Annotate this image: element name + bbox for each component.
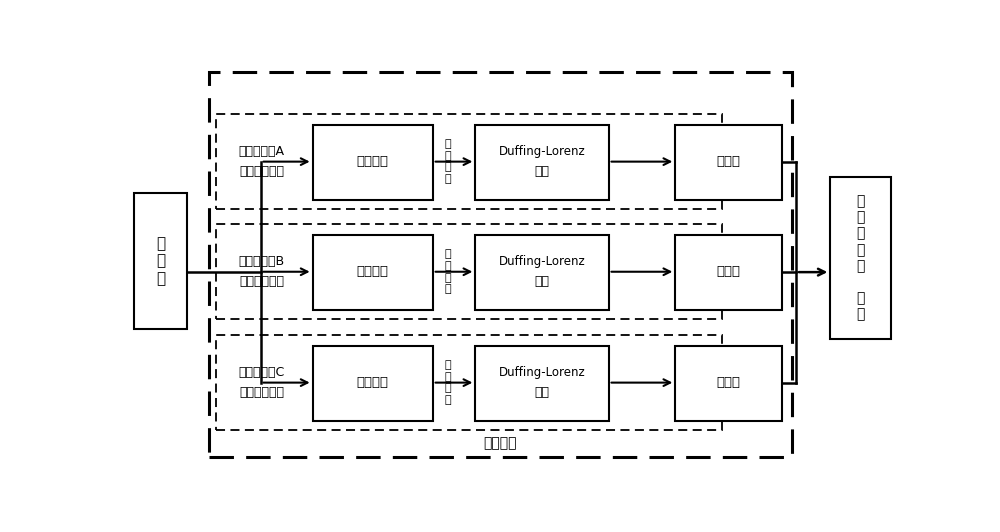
Text: Duffing-Lorenz: Duffing-Lorenz [499, 255, 585, 268]
Text: 自相关器: 自相关器 [357, 155, 389, 168]
Text: 计
算
机
计
算
 
定
位: 计 算 机 计 算 定 位 [856, 194, 865, 321]
Text: 抑
制
噪
声: 抑 制 噪 声 [445, 360, 451, 405]
Text: Duffing-Lorenz: Duffing-Lorenz [499, 366, 585, 379]
Text: Duffing-Lorenz: Duffing-Lorenz [499, 145, 585, 158]
Text: 自相关器: 自相关器 [357, 265, 389, 278]
Bar [313, 124, 433, 200]
Text: 检测器: 检测器 [717, 155, 741, 168]
Bar [475, 346, 609, 421]
Text: 抑
制
噪
声: 抑 制 噪 声 [445, 139, 451, 184]
Bar [475, 235, 609, 310]
Text: （位置固定）: （位置固定） [239, 386, 284, 399]
Bar [313, 235, 433, 310]
Bar [216, 224, 722, 320]
Bar [134, 193, 187, 329]
Text: 检测器: 检测器 [717, 376, 741, 389]
Bar [830, 177, 891, 339]
Text: 自相关器: 自相关器 [357, 376, 389, 389]
Bar [216, 114, 722, 210]
Text: 电路: 电路 [534, 386, 549, 399]
Text: 信号接收器A: 信号接收器A [238, 145, 284, 158]
Bar [216, 335, 722, 430]
Bar [675, 124, 782, 200]
Bar [475, 124, 609, 200]
Text: 电路: 电路 [534, 275, 549, 288]
Text: 信号接收器B: 信号接收器B [238, 255, 284, 268]
Text: （位置固定）: （位置固定） [239, 165, 284, 178]
Text: （位置固定）: （位置固定） [239, 275, 284, 288]
Text: 信
号
源: 信 号 源 [156, 236, 165, 286]
Text: 电路: 电路 [534, 165, 549, 178]
Bar [209, 71, 792, 456]
Text: 检测器: 检测器 [717, 265, 741, 278]
Bar [675, 235, 782, 310]
Text: 接收基站: 接收基站 [483, 436, 517, 451]
Bar [675, 346, 782, 421]
Bar [313, 346, 433, 421]
Text: 信号接收器C: 信号接收器C [238, 366, 285, 379]
Text: 抑
制
噪
声: 抑 制 噪 声 [445, 250, 451, 294]
